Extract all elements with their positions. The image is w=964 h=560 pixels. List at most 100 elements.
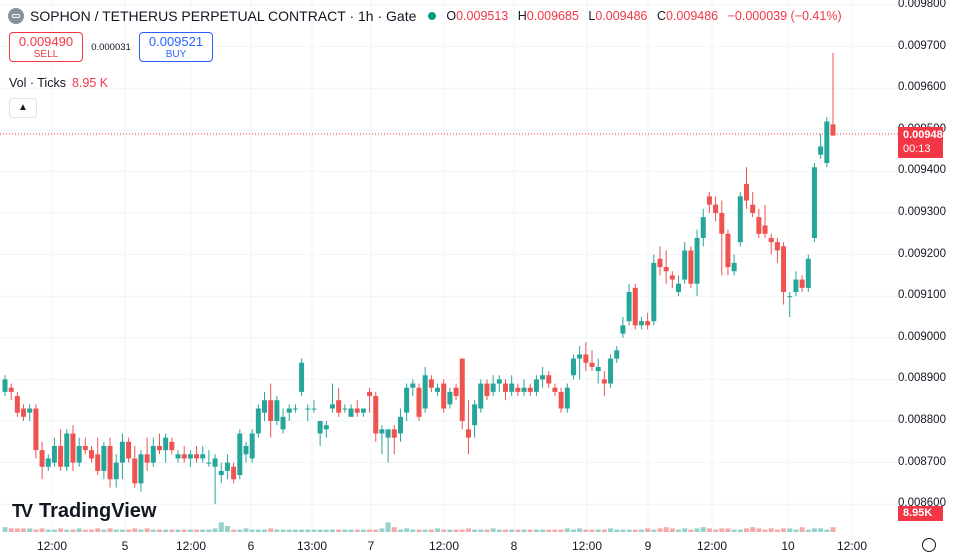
candle-body — [441, 383, 447, 409]
volume-bar — [453, 529, 459, 532]
candle-body — [676, 283, 682, 293]
close-value: 0.009486 — [666, 9, 719, 23]
candle-body — [453, 387, 459, 397]
time-axis-label: 12:00 — [36, 539, 68, 553]
candle-body — [200, 454, 206, 459]
candle-body — [540, 375, 546, 380]
volume-bar — [651, 529, 657, 532]
volume-bar — [360, 529, 366, 532]
volume-legend[interactable]: Vol · Ticks 8.95 K — [9, 76, 108, 90]
sell-price: 0.009490 — [18, 34, 74, 49]
candle-body — [632, 287, 638, 326]
candle-body — [342, 408, 348, 410]
volume-bar — [33, 529, 39, 532]
candle-body — [577, 354, 583, 359]
candle-body — [187, 454, 193, 459]
volume-bar — [144, 528, 150, 532]
candle-body — [731, 262, 737, 272]
candle-body — [107, 445, 113, 480]
price-scale-label: 0.009000 — [898, 330, 946, 343]
volume-bar — [428, 529, 434, 532]
candle-body — [743, 183, 749, 201]
volume-bar — [818, 528, 824, 532]
symbol-logo-icon — [8, 8, 24, 24]
candle-body — [194, 454, 200, 459]
buy-button[interactable]: 0.009521 BUY — [139, 32, 213, 62]
volume-bar — [45, 529, 51, 532]
volume-legend-value: 8.95 K — [71, 76, 109, 90]
candle-body — [700, 217, 706, 238]
volume-bar — [583, 529, 589, 532]
volume-bar — [694, 528, 700, 532]
volume-legend-label: Vol · Ticks — [9, 76, 66, 90]
candle-body — [713, 204, 719, 213]
candle-body — [811, 167, 817, 238]
candle-body — [737, 196, 743, 243]
volume-bar — [187, 529, 193, 532]
change-value: −0.000039 (−0.41%) — [727, 9, 842, 23]
candle-body — [163, 437, 169, 451]
candle-body — [781, 246, 787, 293]
volume-bar — [342, 529, 348, 532]
candle-body — [768, 237, 774, 243]
volume-bar — [367, 529, 373, 532]
candle-body — [799, 279, 805, 288]
volume-bar — [546, 529, 552, 532]
candle-body — [484, 383, 490, 397]
candle-body — [292, 408, 298, 410]
volume-bar — [725, 528, 731, 532]
volume-bar — [373, 529, 379, 532]
candle-body — [212, 458, 218, 467]
candle-body — [521, 387, 527, 392]
tradingview-logo[interactable]: TV TradingView — [12, 500, 156, 523]
candle-body — [231, 466, 237, 480]
sell-button[interactable]: 0.009490 SELL — [9, 32, 83, 62]
candle-body — [329, 404, 335, 409]
volume-bar — [70, 529, 76, 532]
candle-body — [299, 362, 305, 392]
volume-bar — [663, 527, 669, 532]
candle-body — [45, 458, 51, 467]
candle-body — [27, 408, 33, 413]
candle-body — [21, 408, 27, 417]
price-scale-label: 0.009600 — [898, 81, 946, 94]
candle-body — [428, 379, 434, 388]
time-axis-label: 7 — [367, 539, 375, 553]
candle-body — [274, 400, 280, 421]
candle-body — [243, 445, 249, 455]
candle-body — [793, 279, 799, 293]
volume-bar — [113, 529, 119, 532]
volume-bar — [669, 528, 675, 532]
volume-bar — [299, 529, 305, 532]
candle-body — [663, 267, 669, 272]
collapse-legend-button[interactable]: ▲ — [9, 98, 37, 118]
volume-bar — [391, 527, 397, 532]
candle-body — [132, 458, 138, 484]
volume-bar — [805, 529, 811, 532]
last-price-value: 0.009486 — [903, 129, 949, 141]
time-axis-label: 12:00 — [175, 539, 207, 553]
volume-bar — [51, 529, 57, 532]
volume-bar — [126, 529, 132, 532]
volume-bar — [64, 529, 70, 532]
candle-body — [558, 391, 564, 409]
settings-icon[interactable] — [922, 538, 936, 552]
volume-bar — [459, 529, 465, 532]
volume-bar — [614, 529, 620, 532]
volume-bar — [601, 529, 607, 532]
price-scale-label: 0.009100 — [898, 289, 946, 302]
symbol-title[interactable]: SOPHON / TETHERUS PERPETUAL CONTRACT · 1… — [30, 8, 417, 24]
volume-bar — [632, 529, 638, 532]
bar-countdown: 00:13 — [903, 143, 931, 155]
volume-bar — [249, 529, 255, 532]
candle-body — [774, 242, 780, 251]
candle-body — [249, 433, 255, 459]
candle-body — [459, 358, 465, 421]
candle-body — [126, 441, 132, 459]
candle-body — [144, 454, 150, 463]
volume-bar — [404, 528, 410, 532]
candle-body — [669, 275, 675, 280]
volume-bar — [410, 529, 416, 532]
volume-bar — [509, 529, 515, 532]
